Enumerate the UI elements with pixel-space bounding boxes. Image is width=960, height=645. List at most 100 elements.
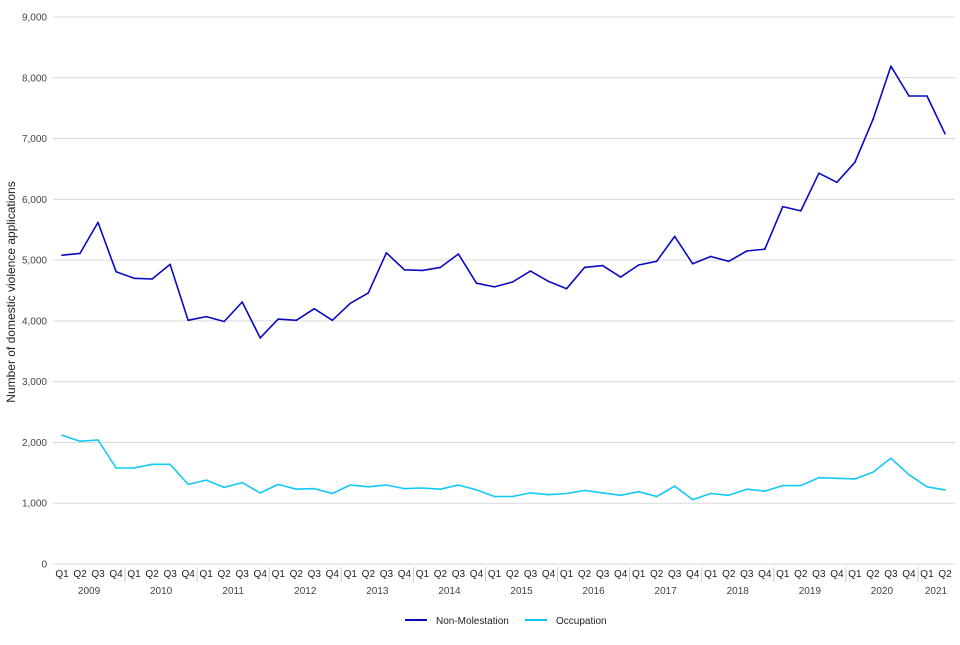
data-point bbox=[673, 485, 676, 488]
x-tick-label: Q1 bbox=[55, 569, 69, 580]
data-point bbox=[763, 248, 766, 250]
data-point bbox=[854, 161, 856, 164]
data-point bbox=[331, 492, 334, 495]
y-tick-label: 5,000 bbox=[22, 256, 47, 267]
data-point bbox=[133, 277, 135, 280]
x-tick-label: Q1 bbox=[199, 569, 213, 580]
x-tick-label: Q4 bbox=[181, 569, 195, 580]
x-tick-label: Q2 bbox=[650, 569, 664, 580]
x-tick-label: Q2 bbox=[938, 569, 952, 580]
data-point bbox=[908, 95, 910, 97]
x-tick-label: Q1 bbox=[848, 569, 862, 580]
x-tick-label: Q3 bbox=[812, 569, 826, 580]
data-point bbox=[457, 484, 460, 486]
year-label: 2016 bbox=[582, 586, 605, 597]
x-tick-label: Q1 bbox=[704, 569, 718, 580]
x-tick-label: Q1 bbox=[344, 569, 358, 580]
x-tick-label: Q3 bbox=[524, 569, 538, 580]
y-tick-label: 4,000 bbox=[22, 316, 47, 327]
year-label: 2018 bbox=[727, 586, 750, 597]
data-point bbox=[908, 473, 910, 476]
data-point bbox=[205, 479, 207, 481]
x-tick-label: Q4 bbox=[830, 569, 844, 580]
data-point bbox=[457, 253, 460, 255]
x-tick-label: Q2 bbox=[722, 569, 736, 580]
x-tick-label: Q3 bbox=[596, 569, 610, 580]
x-tick-label: Q3 bbox=[163, 569, 177, 580]
x-tick-label: Q2 bbox=[794, 569, 808, 580]
series-line-occupation bbox=[61, 434, 946, 501]
data-point bbox=[619, 494, 622, 497]
data-point bbox=[259, 492, 262, 494]
series-line-non-molestation bbox=[61, 65, 946, 339]
data-point bbox=[800, 484, 802, 487]
data-point bbox=[313, 487, 316, 490]
year-label: 2020 bbox=[871, 586, 894, 597]
year-label: 2012 bbox=[294, 586, 317, 597]
data-point bbox=[205, 315, 207, 318]
data-point bbox=[331, 319, 334, 322]
data-point bbox=[79, 252, 81, 255]
x-tick-label: Q2 bbox=[506, 569, 520, 580]
data-point bbox=[223, 486, 225, 489]
data-point bbox=[241, 301, 244, 303]
data-point bbox=[187, 483, 189, 486]
data-point bbox=[349, 302, 352, 305]
y-tick-label: 7,000 bbox=[22, 134, 47, 145]
data-point bbox=[385, 252, 388, 254]
x-tick-label: Q4 bbox=[254, 569, 268, 580]
data-point bbox=[313, 307, 316, 310]
x-tick-label: Q2 bbox=[362, 569, 376, 580]
data-point bbox=[890, 65, 892, 68]
legend-item: Non-Molestation bbox=[405, 616, 509, 627]
data-point bbox=[673, 235, 676, 238]
x-tick-label: Q3 bbox=[452, 569, 466, 580]
data-point bbox=[818, 172, 820, 174]
data-point bbox=[223, 320, 225, 323]
legend-item: Occupation bbox=[525, 616, 607, 627]
data-point bbox=[691, 262, 694, 265]
data-point bbox=[295, 319, 298, 322]
x-tick-label: Q4 bbox=[326, 569, 340, 580]
data-point bbox=[583, 266, 586, 269]
x-tick-label: Q1 bbox=[776, 569, 790, 580]
x-axis-ticks: Q1 Q2 Q3 Q4 Q1 Q2 Q3 Q4 Q1 Q2 Q3 Q4 Q1 Q2 Q3 Q4 Q1 Q2 Q3 Q4… bbox=[55, 567, 952, 597]
data-point bbox=[655, 260, 658, 263]
data-point bbox=[547, 280, 550, 283]
year-label: 2010 bbox=[150, 586, 173, 597]
data-point bbox=[295, 488, 298, 491]
data-point bbox=[187, 319, 189, 322]
x-tick-label: Q1 bbox=[127, 569, 141, 580]
legend-label: Non-Molestation bbox=[436, 616, 509, 627]
data-point bbox=[655, 495, 658, 498]
data-point bbox=[61, 434, 63, 436]
x-tick-label: Q3 bbox=[91, 569, 105, 580]
x-tick-label: Q1 bbox=[632, 569, 646, 580]
data-point bbox=[565, 492, 568, 495]
data-point bbox=[133, 467, 135, 469]
x-tick-label: Q3 bbox=[668, 569, 682, 580]
x-tick-label: Q1 bbox=[416, 569, 430, 580]
data-point bbox=[403, 487, 406, 490]
y-tick-label: 3,000 bbox=[22, 377, 47, 388]
data-point bbox=[691, 498, 694, 501]
legend: Non-Molestation Occupation bbox=[405, 616, 607, 627]
x-tick-label: Q2 bbox=[73, 569, 87, 580]
data-point bbox=[385, 484, 388, 486]
x-tick-label: Q4 bbox=[758, 569, 772, 580]
data-point bbox=[277, 483, 280, 486]
y-tick-label: 8,000 bbox=[22, 73, 47, 84]
data-point bbox=[727, 494, 730, 497]
year-label: 2021 bbox=[925, 586, 948, 597]
x-tick-label: Q3 bbox=[740, 569, 754, 580]
data-point bbox=[97, 439, 99, 441]
data-point bbox=[439, 488, 442, 491]
year-label: 2017 bbox=[655, 586, 678, 597]
data-point bbox=[277, 318, 280, 320]
y-tick-label: 0 bbox=[41, 560, 47, 571]
data-point bbox=[493, 495, 496, 498]
data-point bbox=[601, 264, 604, 267]
x-tick-label: Q2 bbox=[290, 569, 304, 580]
data-point bbox=[926, 486, 928, 488]
